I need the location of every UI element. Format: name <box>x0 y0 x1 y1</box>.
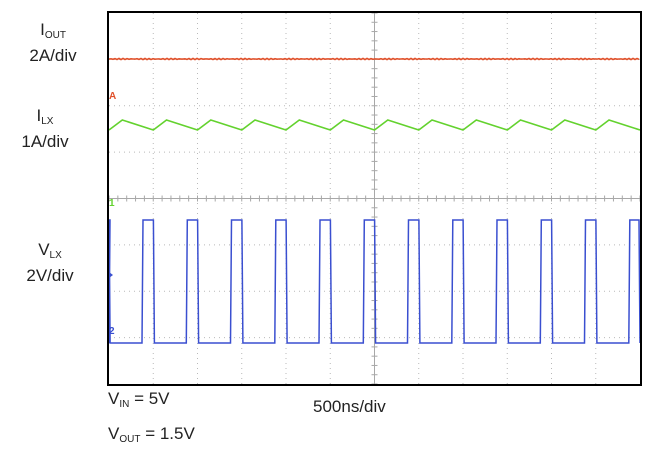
iout-scale: 2A/div <box>29 46 77 65</box>
channel-marker-a: A <box>109 91 116 102</box>
vin-value: = 5V <box>134 389 170 408</box>
vout-value: = 1.5V <box>145 424 195 443</box>
ilx-scale: 1A/div <box>21 132 69 151</box>
vin-condition: VIN = 5V <box>108 389 170 410</box>
channel-marker-1: 1 <box>109 198 115 209</box>
time-per-div: 500ns/div <box>313 397 386 416</box>
xscale-label: 500ns/div <box>313 397 386 417</box>
vout-symbol: V <box>108 424 120 443</box>
ilx-symbol: I <box>36 106 42 125</box>
vlx-label: VLX 2V/div <box>12 240 88 286</box>
trigger-marker <box>109 272 113 278</box>
vlx-symbol: V <box>38 240 50 259</box>
scope-screen: A 1 2 <box>107 11 642 386</box>
scope-plot: A 1 2 <box>109 13 640 384</box>
vout-condition: VOUT = 1.5V <box>108 424 195 445</box>
vlx-scale: 2V/div <box>26 266 74 285</box>
ilx-label: ILX 1A/div <box>10 106 80 152</box>
ilx-trace <box>109 119 640 131</box>
vin-symbol: V <box>108 389 120 408</box>
vin-subscript: IN <box>119 399 130 410</box>
vout-subscript: OUT <box>119 434 141 445</box>
iout-label: IOUT 2A/div <box>18 20 88 66</box>
vlx-trace <box>109 219 640 344</box>
iout-subscript: OUT <box>44 30 66 41</box>
iout-symbol: I <box>40 20 45 39</box>
channel-marker-2: 2 <box>109 326 115 337</box>
vlx-subscript: LX <box>49 250 62 261</box>
iout-trace <box>109 57 640 61</box>
ilx-subscript: LX <box>41 116 54 127</box>
